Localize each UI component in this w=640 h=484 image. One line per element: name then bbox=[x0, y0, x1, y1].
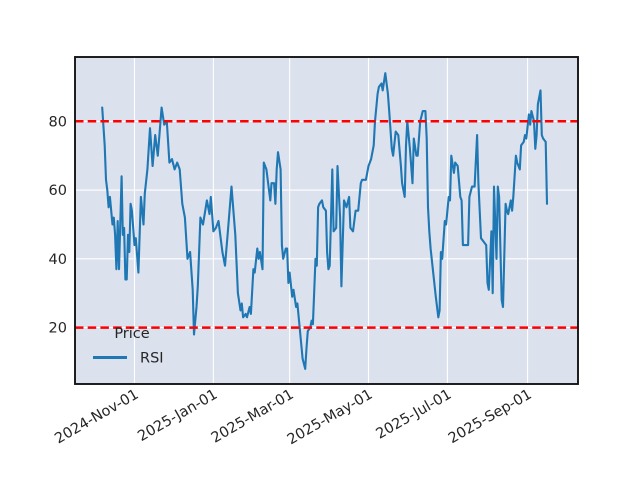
y-tick-label: 80 bbox=[49, 114, 67, 130]
x-tick-label: 2025-Mar-01 bbox=[209, 387, 297, 447]
axes-frame bbox=[74, 56, 579, 385]
series-layer bbox=[101, 72, 549, 370]
y-tick-label: 60 bbox=[49, 183, 67, 199]
legend: Price RSI bbox=[93, 326, 164, 367]
legend-entry-label: RSI bbox=[140, 351, 164, 367]
legend-title: Price bbox=[114, 326, 149, 342]
y-tick-label: 40 bbox=[49, 252, 67, 268]
x-tick-label: 2025-May-01 bbox=[285, 387, 376, 449]
rsi-line bbox=[101, 72, 549, 370]
y-tick-label: 20 bbox=[49, 321, 67, 337]
x-tick-label: 2024-Nov-01 bbox=[52, 387, 141, 448]
x-tick-label: 2025-Sep-01 bbox=[446, 387, 535, 447]
threshold-lines-layer bbox=[75, 120, 578, 329]
x-tick-label: 2025-Jan-01 bbox=[135, 387, 220, 445]
axes-frame-layer bbox=[74, 56, 579, 385]
x-tick-label: 2025-Jul-01 bbox=[374, 387, 455, 443]
